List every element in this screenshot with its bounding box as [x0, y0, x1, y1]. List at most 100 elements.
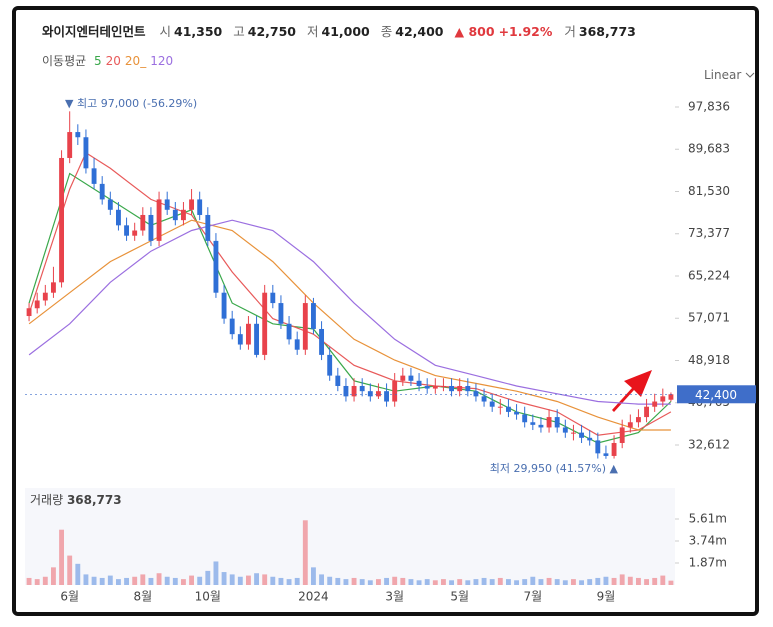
volume-bar: [579, 580, 584, 585]
stock-name: 와이지엔터테인먼트: [42, 24, 146, 39]
volume-bar: [213, 561, 219, 585]
volume-bar: [400, 577, 406, 585]
volume-bar: [34, 579, 40, 585]
volume-bar: [408, 579, 414, 585]
candle-body: [441, 385, 446, 387]
candle-body: [124, 225, 129, 236]
candle-body: [107, 199, 113, 210]
field-value: 42,400: [395, 24, 444, 39]
annotation: 최저 29,950 (41.57%) ▲: [490, 462, 619, 475]
candle-body: [254, 323, 259, 355]
x-tick-label: 8월: [133, 590, 152, 604]
volume-bar: [172, 577, 178, 585]
candle-body: [99, 183, 105, 200]
candle-body: [335, 375, 341, 386]
candle-body: [327, 354, 333, 376]
candle-body: [652, 401, 658, 407]
change-pct: +1.92%: [498, 24, 553, 39]
x-tick-label: 2024: [298, 590, 329, 604]
volume-bar: [286, 579, 292, 585]
candle-body: [497, 406, 503, 408]
volume-bar: [237, 576, 243, 585]
y-tick-label: 97,836: [688, 99, 730, 113]
volume-bar: [278, 577, 284, 585]
volume-title: 거래량: [30, 493, 64, 507]
volume-bar: [197, 576, 203, 585]
candle-body: [514, 411, 519, 415]
legend-entry: 120: [150, 54, 174, 68]
scale-mode[interactable]: Linear: [704, 68, 755, 82]
candle-body: [522, 414, 528, 423]
volume-bar: [335, 577, 341, 585]
candle-body: [116, 209, 121, 226]
volume-bar: [546, 577, 552, 585]
candle-body: [311, 303, 316, 329]
field-value: 41,000: [321, 24, 370, 39]
candle-body: [408, 375, 414, 381]
y-tick-label: 81,530: [688, 184, 730, 198]
field-label: 저: [307, 24, 319, 39]
candle-body: [351, 385, 357, 397]
volume-bar: [562, 580, 568, 585]
candle-body: [644, 406, 649, 418]
candle-body: [343, 385, 349, 397]
volume-bar: [124, 577, 129, 585]
ma-line: [28, 151, 672, 436]
scale-mode-label[interactable]: Linear: [704, 68, 742, 82]
candle-body: [562, 427, 568, 433]
candle-body: [546, 417, 552, 428]
candle-body: [603, 453, 609, 456]
legend-entry: 20_: [124, 54, 147, 68]
candle-body: [530, 422, 536, 425]
volume-bar: [270, 576, 276, 585]
volume-bar: [311, 567, 316, 585]
volume-bar: [51, 567, 56, 585]
volume-bar: [343, 579, 349, 585]
volume-bar: [351, 577, 357, 585]
volume-bar: [489, 579, 495, 585]
candle-body: [538, 424, 544, 428]
candle-body: [229, 318, 235, 335]
volume-bar: [465, 580, 471, 585]
volume-bar: [660, 575, 666, 585]
legend-entry: 20: [105, 54, 121, 68]
volume-bar: [148, 577, 154, 585]
field-label: 고: [233, 24, 245, 39]
volume-bar: [571, 579, 576, 585]
field-value: 41,350: [174, 24, 223, 39]
candle-body: [579, 432, 584, 438]
frame: [12, 6, 759, 616]
candle-body: [237, 334, 243, 345]
candle-body: [246, 323, 251, 345]
y-tick-label: 1.87m: [689, 556, 727, 570]
quote-header: 와이지엔터테인먼트 시 41,350 고 42,750 저 41,000 종 42,40…: [42, 21, 643, 40]
candle-body: [571, 432, 576, 434]
candle-body: [465, 385, 471, 392]
chevron[interactable]: [745, 71, 755, 79]
ma-line: [28, 219, 671, 431]
candle-body: [376, 391, 381, 397]
volume-bar: [189, 575, 194, 585]
volume-bar: [473, 579, 479, 585]
candle-body: [278, 303, 284, 324]
candle-body: [148, 214, 154, 241]
candle-body: [457, 385, 463, 392]
candle-body: [270, 292, 276, 304]
volume-bar: [262, 574, 268, 585]
volume-bar: [497, 577, 503, 585]
candle-body: [367, 391, 373, 397]
candle-body: [34, 300, 40, 309]
candle-body: [595, 440, 601, 454]
volume-bar: [392, 576, 398, 585]
x-tick-label: 10월: [195, 590, 221, 604]
annotation: ▼ 최고 97,000 (-56.29%): [65, 97, 197, 110]
volume-bar: [384, 577, 389, 585]
volume-bar: [229, 574, 235, 585]
volume-bar: [457, 579, 463, 585]
last-price-label: 42,400: [695, 388, 737, 402]
volume-bar: [181, 579, 186, 585]
volume-bar: [603, 576, 609, 585]
volume-bar: [246, 575, 251, 585]
candle-body: [67, 132, 73, 158]
